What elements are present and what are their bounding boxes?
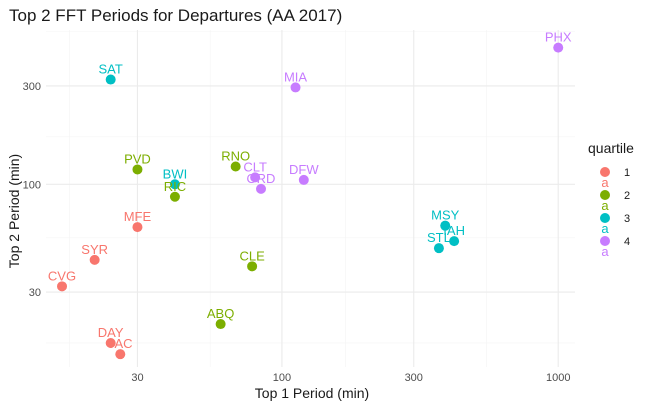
data-point-rno <box>230 161 241 172</box>
data-point-bwi <box>169 179 180 190</box>
data-point-phx <box>553 42 564 53</box>
data-point-stl <box>433 243 444 254</box>
data-point-msy <box>440 220 451 231</box>
legend-key-glyph: a <box>601 221 609 236</box>
x-tick-label: 300 <box>405 372 423 384</box>
point-label-pvd: PVD <box>124 151 151 166</box>
data-point-mfe <box>132 222 143 233</box>
x-tick-label: 30 <box>131 372 143 384</box>
x-axis-title: Top 1 Period (min) <box>255 385 369 401</box>
data-point-clt <box>250 172 261 183</box>
data-point-abq <box>215 319 226 330</box>
gridlines <box>46 30 575 367</box>
point-label-mia: MIA <box>284 69 307 84</box>
point-label-ord: ORD <box>247 171 276 186</box>
data-point-sat <box>105 74 116 85</box>
x-axis-ticks: 30 100 300 1000 <box>131 372 570 384</box>
legend-key-4 <box>600 236 610 246</box>
point-label-bwi: BWI <box>163 166 188 181</box>
point-label-sat: SAT <box>99 62 123 77</box>
y-axis-title: Top 2 Period (min) <box>6 154 22 268</box>
legend-label-2: 2 <box>624 190 630 202</box>
point-label-day: DAY <box>98 325 124 340</box>
legend-label-4: 4 <box>624 236 630 248</box>
data-point-jac <box>115 349 126 360</box>
data-point-ord <box>256 183 267 194</box>
point-label-mfe: MFE <box>124 209 152 224</box>
point-label-dfw: DFW <box>289 162 319 177</box>
legend-label-3: 3 <box>624 213 630 225</box>
data-point-ric <box>169 191 180 202</box>
point-label-rno: RNO <box>221 148 250 163</box>
y-tick-label: 30 <box>29 287 41 299</box>
legend: quartile a 1 a 2 a 3 a 4 <box>588 140 634 259</box>
data-point-pvd <box>132 164 143 175</box>
point-label-jac: JAC <box>108 336 133 351</box>
x-tick-label: 1000 <box>546 372 570 384</box>
data-point-mia <box>290 82 301 93</box>
data-point-dfw <box>298 174 309 185</box>
y-tick-label: 100 <box>23 179 41 191</box>
legend-key-glyph: a <box>601 244 609 259</box>
data-point-cvg <box>57 281 68 292</box>
point-label-syr: SYR <box>81 242 108 257</box>
data-point-iah <box>449 236 460 247</box>
point-label-stl: STL <box>427 230 451 245</box>
point-label-msy: MSY <box>431 208 460 223</box>
point-label-clt: CLT <box>243 159 267 174</box>
point-label-cvg: CVG <box>48 268 76 283</box>
y-tick-label: 300 <box>23 81 41 93</box>
legend-key-3 <box>600 213 610 223</box>
legend-title: quartile <box>588 140 634 156</box>
data-points <box>57 42 564 360</box>
point-label-ric: RIC <box>164 179 186 194</box>
data-point-syr <box>89 254 100 265</box>
point-label-cle: CLE <box>239 248 265 263</box>
data-point-cle <box>247 261 258 272</box>
chart-title: Top 2 FFT Periods for Departures (AA 201… <box>9 6 342 25</box>
point-label-abq: ABQ <box>207 306 234 321</box>
y-axis-ticks: 30 100 300 <box>23 81 41 299</box>
legend-key-1 <box>600 167 610 177</box>
point-label-iah: IAH <box>443 223 465 238</box>
data-point-day <box>105 337 116 348</box>
legend-key-2 <box>600 190 610 200</box>
legend-label-1: 1 <box>624 167 630 179</box>
x-tick-label: 100 <box>273 372 291 384</box>
legend-key-glyph: a <box>601 175 609 190</box>
legend-key-glyph: a <box>601 198 609 213</box>
point-label-phx: PHX <box>545 30 572 45</box>
